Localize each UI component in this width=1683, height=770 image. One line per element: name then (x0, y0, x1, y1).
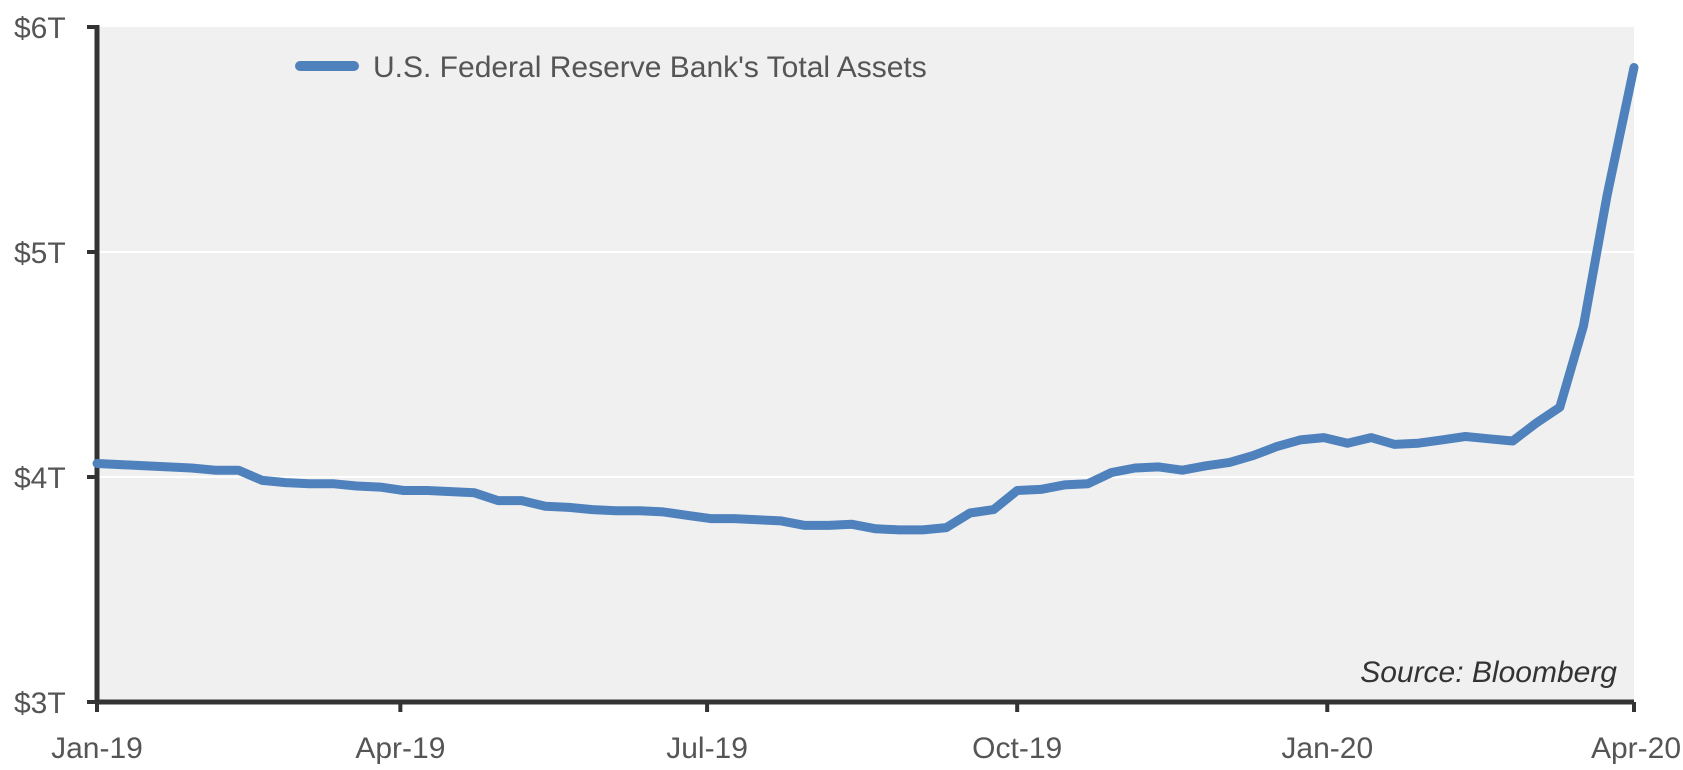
y-axis: $6T $5T $4T $3T (14, 12, 100, 720)
x-tick-label: Apr-20 (1591, 732, 1681, 765)
y-tick-label: $3T (14, 687, 66, 720)
x-tick-label: Jul-19 (666, 732, 748, 765)
legend-label: U.S. Federal Reserve Bank's Total Assets (373, 51, 927, 84)
y-tick-label: $6T (14, 12, 66, 45)
series-layer (92, 63, 1639, 535)
y-tick-label: $4T (14, 462, 66, 495)
source-annotation: Source: Bloomberg (1360, 656, 1617, 689)
y-tick-label: $5T (14, 237, 66, 270)
x-tick-label: Apr-19 (355, 732, 445, 765)
gridlines (97, 251, 1634, 478)
legend: U.S. Federal Reserve Bank's Total Assets (295, 51, 927, 84)
x-tick-label: Oct-19 (972, 732, 1062, 765)
plot-background (97, 27, 1634, 702)
series-line (92, 63, 1639, 535)
x-axis: Jan-19 Apr-19 Jul-19 Oct-19 Jan-20 Apr-20 (51, 699, 1681, 765)
x-tick-label: Jan-20 (1281, 732, 1373, 765)
x-tick-label: Jan-19 (51, 732, 143, 765)
